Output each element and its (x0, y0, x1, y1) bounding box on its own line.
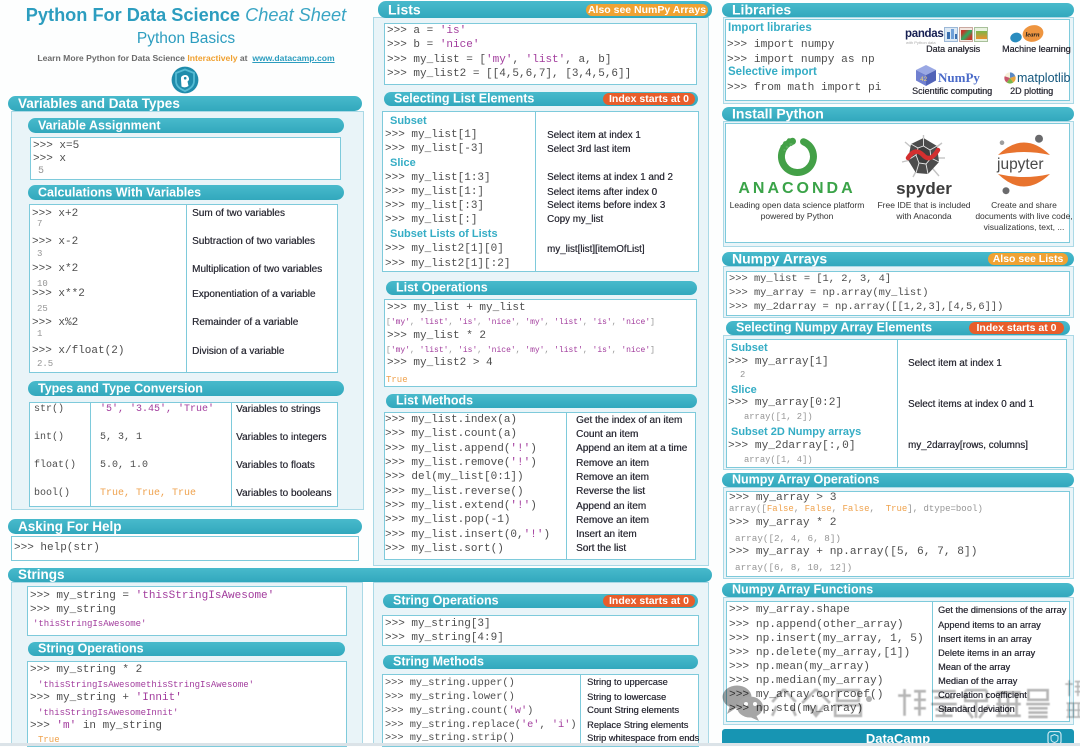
svg-text:learn: learn (1026, 32, 1040, 39)
svg-text:42: 42 (920, 76, 928, 83)
